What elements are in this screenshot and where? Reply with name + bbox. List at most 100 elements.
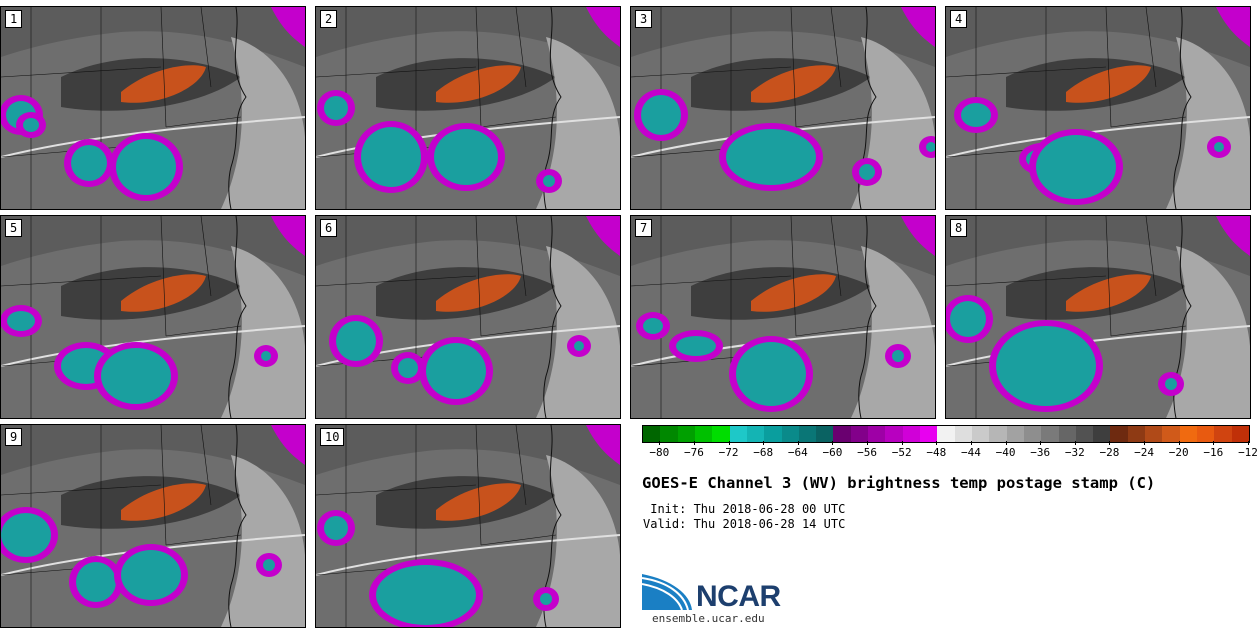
colorbar-tick (763, 441, 765, 445)
colorbar-tick-label: −28 (1099, 446, 1120, 459)
colorbar-swatch (1110, 426, 1128, 442)
colorbar-tick-label: −56 (857, 446, 878, 459)
storm-cyan (892, 350, 904, 362)
panel-8: 8 (945, 215, 1251, 419)
storm-cyan (676, 336, 716, 356)
colorbar-tick (901, 441, 903, 445)
moist-band (221, 37, 305, 209)
chart-title: GOES-E Channel 3 (WV) brightness temp po… (642, 474, 1156, 492)
storm-cyan (324, 96, 348, 120)
panel-label: 4 (950, 10, 968, 28)
panel-map (316, 7, 620, 209)
colorbar-swatch (798, 426, 817, 442)
boundary-line (830, 216, 842, 297)
boundary-line (515, 425, 527, 506)
bright-streak (316, 534, 620, 576)
colorbar-tick (797, 441, 799, 445)
storm-cyan (641, 95, 681, 135)
colorbar-tick-label: −64 (787, 446, 808, 459)
colorbar-swatch (1127, 426, 1146, 442)
coastline (1173, 7, 1192, 209)
colorbar-tick (1109, 441, 1111, 445)
upper-dry-band (1, 216, 305, 276)
moist-band (851, 246, 935, 418)
colorbar-tick-label: −32 (1064, 446, 1085, 459)
storm-cyan (434, 129, 498, 185)
coastline (543, 216, 562, 418)
moist-band (1166, 37, 1250, 209)
colorbar-swatch (729, 426, 747, 442)
storm-magenta-corner (271, 7, 305, 47)
storm-cyan (926, 142, 935, 152)
boundary-line (790, 7, 797, 128)
colorbar-tick (936, 441, 938, 445)
storm-cyan (336, 321, 376, 361)
storm-cyan (76, 562, 116, 602)
boundary-line (165, 116, 242, 128)
storm-cyan (1165, 378, 1177, 390)
storm-magenta-corner (586, 216, 620, 256)
boundary-line (1105, 7, 1112, 128)
panel-map (316, 425, 620, 627)
colorbar-tick-label: −76 (684, 446, 704, 459)
boundary-line (515, 216, 527, 297)
colorbar-swatch (1197, 426, 1215, 442)
boundary-line (515, 7, 527, 88)
panel-7: 7 (630, 215, 936, 419)
boundary-line (165, 534, 242, 546)
storm-cyan (376, 565, 476, 625)
storm-magenta-corner (901, 7, 935, 47)
panel-1: 1 (0, 6, 306, 210)
colorbar-swatch (677, 426, 695, 442)
boundary-line (200, 216, 212, 297)
moist-band (221, 246, 305, 418)
boundary-line (1, 66, 162, 78)
colorbar (642, 425, 1250, 443)
colorbar-swatch (1162, 426, 1180, 442)
bright-streak (1, 116, 305, 158)
colorbar-tick (1144, 441, 1146, 445)
warm-anomaly (436, 274, 521, 312)
panel-4: 4 (945, 6, 1251, 210)
colorbar-swatch (1058, 426, 1076, 442)
boundary-line (480, 325, 557, 337)
storm-magenta-corner (586, 7, 620, 47)
coastline (228, 216, 247, 418)
storm-cyan (996, 326, 1096, 406)
moist-band (536, 37, 620, 209)
boundary-line (830, 7, 842, 88)
boundary-line (165, 325, 242, 337)
colorbar-tick (728, 441, 730, 445)
panel-3: 3 (630, 6, 936, 210)
boundary-line (316, 275, 477, 287)
storm-cyan (23, 118, 39, 132)
logo-wordmark: NCAR (696, 580, 781, 613)
storm-cyan (859, 164, 875, 180)
boundary-line (200, 7, 212, 88)
upper-dry-band (1, 425, 305, 485)
storm-cyan (543, 175, 555, 187)
colorbar-tick-label: −60 (822, 446, 843, 459)
colorbar-swatch (1179, 426, 1197, 442)
storm-cyan (950, 301, 986, 337)
panel-label: 2 (320, 10, 338, 28)
colorbar-swatch (1093, 426, 1111, 442)
warm-anomaly (751, 65, 836, 103)
colorbar-tick (1074, 441, 1076, 445)
colorbar-swatch (1041, 426, 1059, 442)
storm-cyan (398, 358, 418, 378)
warm-anomaly (751, 274, 836, 312)
storm-magenta-corner (1216, 7, 1250, 47)
colorbar-tick-label: −24 (1134, 446, 1155, 459)
boundary-line (1145, 7, 1157, 88)
boundary-line (480, 116, 557, 128)
upper-dry-band (631, 7, 935, 67)
colorbar-tick-label: −72 (718, 446, 739, 459)
storm-magenta-corner (586, 425, 620, 465)
colorbar-ticks: −80 −76 −72 −68 −64 −60 −56 −52 −48 −44 −40 −36 −32 −… (642, 441, 1258, 461)
panel-label: 10 (320, 428, 345, 446)
panel-map (1, 7, 305, 209)
panel-label: 5 (5, 219, 23, 237)
colorbar-swatch (694, 426, 713, 442)
panel-map (1, 216, 305, 418)
